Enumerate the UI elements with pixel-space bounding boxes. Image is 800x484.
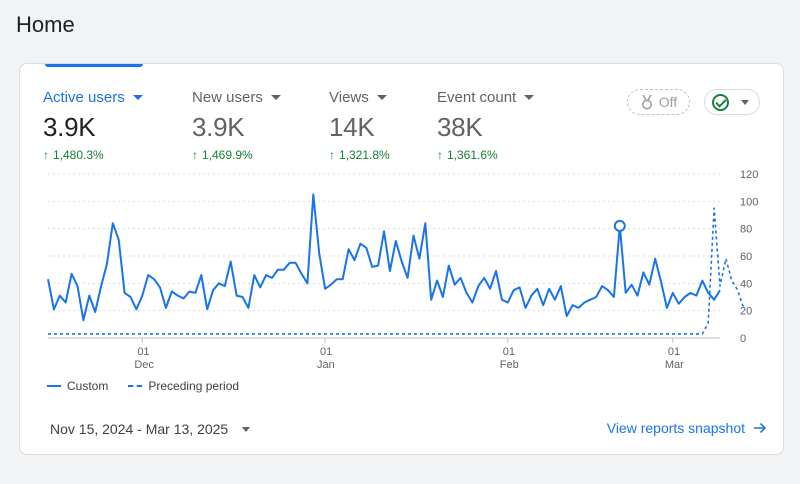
date-range-selector[interactable]: Nov 15, 2024 - Mar 13, 2025 xyxy=(50,421,251,437)
x-tick-label: 01 xyxy=(320,346,332,358)
y-tick-label: 80 xyxy=(740,224,752,236)
insights-toggle-chip[interactable]: Off xyxy=(627,89,690,115)
x-tick-label: 01 xyxy=(503,346,515,358)
legend-item-preceding[interactable]: Preceding period xyxy=(128,379,239,393)
check-circle-icon xyxy=(712,93,729,111)
dashed-line-swatch xyxy=(128,385,143,387)
metric-label[interactable]: New users xyxy=(192,88,281,106)
x-tick-label: 01 xyxy=(137,346,149,358)
metric-value: 38K xyxy=(437,112,483,142)
y-tick-label: 60 xyxy=(740,251,752,263)
chevron-down-icon xyxy=(376,94,387,100)
view-reports-snapshot-link[interactable]: View reports snapshot xyxy=(607,420,767,436)
date-range-text: Nov 15, 2024 - Mar 13, 2025 xyxy=(50,421,229,437)
legend-item-custom[interactable]: Custom xyxy=(47,379,108,393)
metric-label-text: Views xyxy=(329,88,369,106)
metric-label-text: Event count xyxy=(437,88,517,106)
metric-value: 3.9K xyxy=(192,112,245,142)
metric-label-text: Active users xyxy=(43,88,125,106)
x-tick-label: Feb xyxy=(500,359,519,371)
arrow-up-icon: ↑ xyxy=(43,148,49,162)
y-tick-label: 40 xyxy=(740,278,752,290)
metric-new-users[interactable]: New users 3.9K ↑ 1,469.9% xyxy=(192,88,281,162)
metric-change-text: 1,469.9% xyxy=(202,148,253,162)
series-preceding-period-line xyxy=(48,207,745,335)
metric-label-text: New users xyxy=(192,88,263,106)
toggle-label: Off xyxy=(658,94,678,110)
chevron-down-icon xyxy=(270,94,281,100)
metric-change: ↑ 1,469.9% xyxy=(192,148,281,162)
active-metric-indicator xyxy=(45,64,143,67)
snapshot-link-text: View reports snapshot xyxy=(606,420,745,436)
status-dropdown-chip[interactable] xyxy=(704,89,760,115)
highlight-point xyxy=(613,219,626,232)
chevron-down-icon xyxy=(524,94,535,100)
arrow-up-icon: ↑ xyxy=(329,148,335,162)
metric-change-text: 1,480.3% xyxy=(53,148,104,162)
y-tick-label: 100 xyxy=(740,196,758,208)
medal-icon xyxy=(641,94,652,110)
arrow-up-icon: ↑ xyxy=(192,148,198,162)
metric-value: 14K xyxy=(329,112,375,142)
solid-line-swatch xyxy=(47,385,61,387)
metric-active-users[interactable]: Active users 3.9K ↑ 1,480.3% xyxy=(43,88,143,162)
chevron-down-icon xyxy=(132,94,143,100)
metric-change: ↑ 1,480.3% xyxy=(43,148,143,162)
page-title: Home xyxy=(16,12,75,37)
y-tick-label: 0 xyxy=(740,333,746,345)
metric-change: ↑ 1,361.6% xyxy=(437,148,534,162)
metric-change-text: 1,321.8% xyxy=(339,148,390,162)
arrow-right-icon xyxy=(754,422,767,434)
legend-label: Preceding period xyxy=(148,379,240,393)
y-tick-label: 120 xyxy=(740,169,758,181)
metric-label[interactable]: Event count xyxy=(437,88,535,106)
metric-change: ↑ 1,321.8% xyxy=(329,148,390,162)
series-custom-line xyxy=(47,193,721,322)
chevron-down-icon xyxy=(242,426,251,432)
x-tick-label: Jan xyxy=(317,359,335,371)
x-tick-label: Mar xyxy=(665,359,684,371)
metric-change-text: 1,361.6% xyxy=(447,148,498,162)
metric-label[interactable]: Active users xyxy=(43,88,143,106)
metric-label[interactable]: Views xyxy=(329,88,390,106)
arrow-up-icon: ↑ xyxy=(437,148,443,162)
y-tick-label: 20 xyxy=(740,306,752,318)
legend-label: Custom xyxy=(67,379,109,393)
x-tick-label: 01 xyxy=(668,346,680,358)
metric-event-count[interactable]: Event count 38K ↑ 1,361.6% xyxy=(437,88,535,162)
metric-views[interactable]: Views 14K ↑ 1,321.8% xyxy=(329,88,390,163)
chevron-down-icon xyxy=(741,99,749,105)
x-tick-label: Dec xyxy=(134,359,154,371)
chart-legend: Custom Preceding period xyxy=(47,379,259,393)
overview-card: Active users 3.9K ↑ 1,480.3% New users 3… xyxy=(19,63,784,455)
metric-value: 3.9K xyxy=(43,112,96,142)
